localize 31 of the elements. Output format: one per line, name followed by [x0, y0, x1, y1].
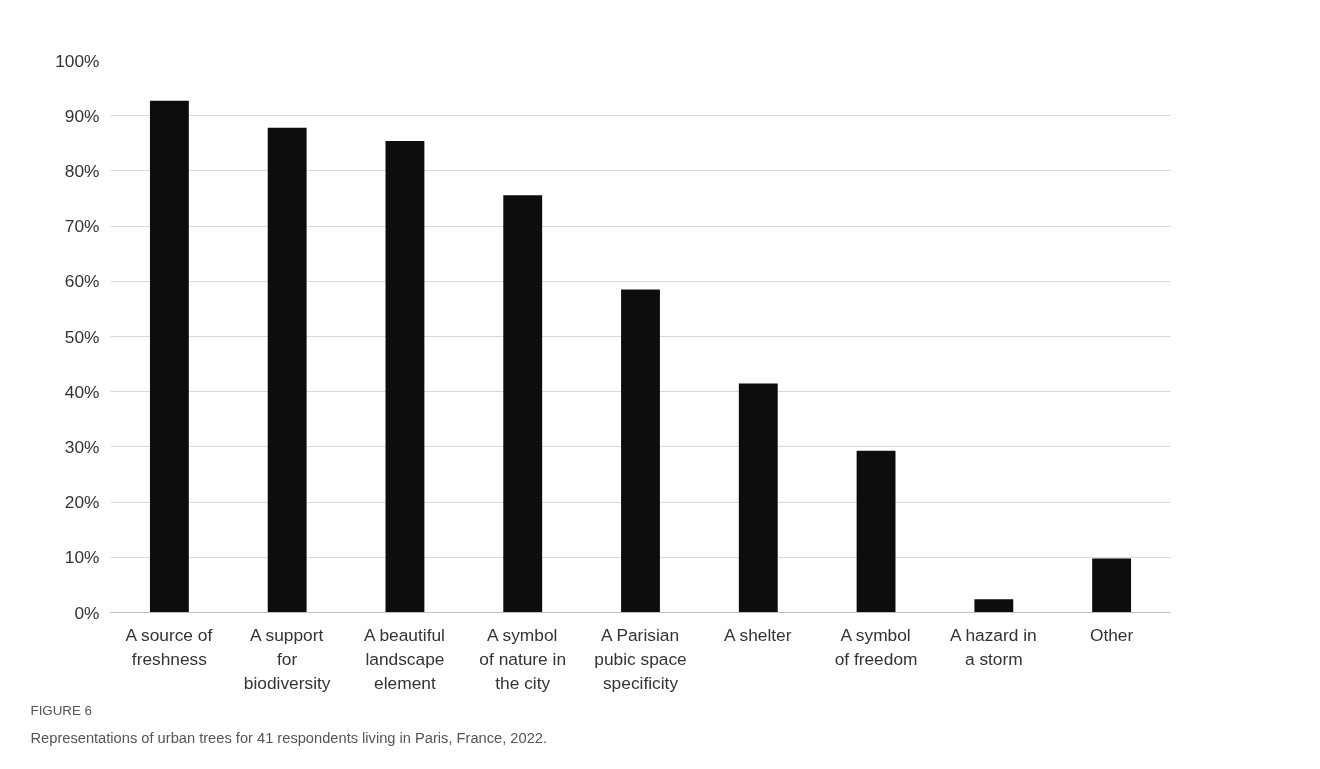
y-tick-label: 100% — [55, 50, 100, 71]
y-tick-label: 60% — [64, 271, 100, 292]
x-tick-label: Other — [1089, 624, 1134, 645]
text: Representations of urban trees for 41 respondents living in Paris, France, 2022. — [30, 729, 548, 746]
y-tick-label: 80% — [64, 160, 100, 181]
y-tick-label: 0% — [74, 602, 100, 623]
caption: FIGURE 6 — [30, 702, 92, 718]
x-tick-label: A symbol of nature in the city — [479, 624, 567, 693]
y-tick-label: 40% — [64, 381, 100, 402]
bar — [503, 195, 543, 613]
y-tick-label: 10% — [64, 547, 100, 568]
y-tick-label: 20% — [64, 492, 100, 513]
y-tick-label: 50% — [64, 326, 100, 347]
y-tick-label: 30% — [64, 436, 100, 457]
x-tick-label: A symbol of freedom — [834, 624, 918, 669]
x-tick-label: A hazard in a storm — [950, 624, 1037, 669]
x-tick-label: A beautiful landscape element — [364, 624, 445, 693]
bar — [621, 289, 660, 613]
bar — [267, 127, 307, 613]
bar — [149, 100, 189, 613]
bar — [1092, 558, 1132, 613]
x-tick-label: A source of freshness — [125, 624, 213, 669]
y-tick-label: 90% — [64, 105, 100, 126]
x-tick-label: A support for biodiversity — [243, 624, 331, 693]
x-tick-label: A Parisian pubic space specificity — [594, 624, 687, 693]
bar — [974, 599, 1014, 613]
y-tick-label: 70% — [64, 216, 100, 237]
bar — [385, 141, 425, 613]
bar — [856, 450, 896, 613]
x-tick-label: A shelter — [724, 624, 792, 645]
bar — [738, 383, 778, 613]
